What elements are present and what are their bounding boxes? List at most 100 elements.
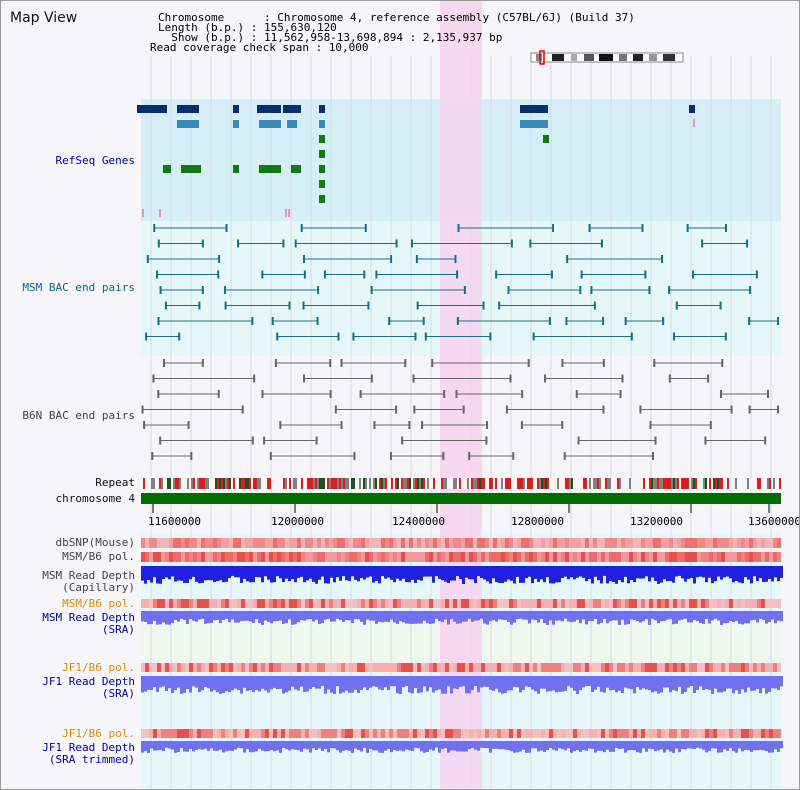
jf1-pol-cell	[521, 663, 525, 672]
jf1-sra-depth-bar	[243, 676, 246, 688]
jf1-trim-depth-bar	[777, 741, 780, 752]
jf1-trim-depth-bar	[315, 741, 318, 750]
msm-sra-depth-bar	[702, 611, 705, 624]
jf1-pol2-cell	[161, 729, 165, 738]
jf1-pol2-cell	[149, 729, 153, 738]
repeat-segment	[633, 478, 635, 489]
ideogram-band	[619, 54, 627, 61]
jf1-trim-depth-bar	[339, 741, 342, 753]
gene-feature	[319, 135, 325, 143]
track-label-msm-depth-cap[interactable]: MSM Read Depth	[42, 569, 135, 582]
jf1-sra-depth-bar	[687, 676, 690, 688]
repeat-segment	[297, 478, 299, 489]
jf1-pol2-cell	[645, 729, 649, 738]
msm-pol2-cell	[325, 599, 329, 608]
msm-depth-bar	[549, 566, 552, 584]
jf1-trim-depth-bar	[585, 741, 588, 751]
msm-pol-cell	[697, 552, 701, 562]
jf1-trim-depth-bar	[555, 741, 558, 751]
msm-sra-depth-bar	[588, 611, 591, 621]
jf1-trim-depth-bar	[408, 741, 411, 751]
track-label-msm-pol-2[interactable]: MSM/B6 pol.	[62, 597, 135, 610]
repeat-segment	[713, 478, 715, 489]
jf1-sra-depth-bar	[456, 676, 459, 690]
repeat-segment	[683, 478, 685, 489]
repeat-segment	[383, 478, 385, 489]
jf1-pol-cell	[261, 663, 265, 672]
b6n-bac-pair-end	[359, 390, 362, 398]
msm-bac-pair-end	[507, 286, 510, 294]
track-label-jf1-pol-1[interactable]: JF1/B6 pol.	[62, 661, 135, 674]
msm-pol2-cell	[501, 599, 505, 608]
jf1-pol-cell	[561, 663, 565, 672]
msm-pol-cell	[561, 552, 565, 562]
msm-depth-bar	[435, 566, 438, 577]
msm-pol2-cell	[741, 599, 745, 608]
repeat-segment	[247, 478, 249, 489]
jf1-sra-depth-bar	[159, 676, 162, 688]
repeat-segment	[635, 478, 637, 489]
track-label-jf1-depth-sra[interactable]: JF1 Read Depth	[42, 675, 135, 688]
msm-bac-pair-end	[201, 286, 204, 294]
track-label-msm-bac[interactable]: MSM BAC end pairs	[22, 281, 135, 294]
dbsnp-cell	[413, 538, 417, 548]
msm-bac-pair-end	[456, 270, 459, 279]
msm-depth-bar	[588, 566, 591, 580]
msm-bac-pair-end	[146, 255, 149, 263]
jf1-trim-depth-bar	[237, 741, 240, 748]
repeat-segment	[437, 478, 439, 489]
repeat-segment	[407, 478, 409, 489]
jf1-pol2-cell	[385, 729, 389, 738]
repeat-segment	[187, 478, 189, 489]
msm-pol2-cell	[749, 599, 753, 608]
track-label-jf1-depth-trim[interactable]: JF1 Read Depth	[42, 741, 135, 754]
msm-pol-cell	[173, 552, 177, 562]
msm-sra-depth-bar	[729, 611, 732, 621]
repeat-segment	[221, 478, 223, 489]
jf1-pol-cell	[653, 663, 657, 672]
jf1-trim-depth-bar	[663, 741, 666, 753]
track-label-jf1-pol-2[interactable]: JF1/B6 pol.	[62, 727, 135, 740]
msm-depth-bar	[666, 566, 669, 582]
repeat-segment	[295, 478, 297, 489]
repeat-segment	[627, 478, 629, 489]
msm-pol-cell	[565, 552, 569, 562]
jf1-trim-depth-bar	[531, 741, 534, 749]
jf1-sra-depth-bar	[429, 676, 432, 688]
msm-depth-bar	[177, 566, 180, 581]
track-label-refseq[interactable]: RefSeq Genes	[55, 154, 135, 167]
msm-bac-pair-end	[590, 286, 593, 294]
msm-sra-depth-bar	[225, 611, 228, 619]
jf1-pol-cell	[185, 663, 189, 672]
jf1-sra-depth-bar	[399, 676, 402, 694]
jf1-sra-depth-bar	[318, 676, 321, 689]
jf1-sra-depth-bar	[690, 676, 693, 687]
jf1-pol-cell	[305, 663, 309, 672]
repeat-segment	[587, 478, 589, 489]
dbsnp-cell	[265, 538, 269, 548]
track-label-b6n-bac[interactable]: B6N BAC end pairs	[22, 409, 135, 422]
repeat-segment	[447, 478, 449, 489]
msm-pol-cell	[653, 552, 657, 562]
msm-sra-depth-bar	[156, 611, 159, 625]
jf1-pol-cell	[665, 663, 669, 672]
repeat-segment	[385, 478, 387, 489]
jf1-sra-depth-bar	[258, 676, 261, 692]
track-label-msm-depth-sra[interactable]: MSM Read Depth	[42, 611, 135, 624]
repeat-segment	[545, 478, 547, 489]
jf1-trim-depth-bar	[681, 741, 684, 750]
msm-depth-bar	[390, 566, 393, 580]
jf1-pol-cell	[221, 663, 225, 672]
jf1-pol2-cell	[725, 729, 729, 738]
msm-sra-depth-bar	[273, 611, 276, 622]
msm-pol2-cell	[641, 599, 645, 608]
jf1-pol-cell	[397, 663, 401, 672]
msm-pol-cell	[297, 552, 301, 562]
track-label-dbsnp[interactable]: dbSNP(Mouse)	[55, 536, 135, 549]
track-label-msm-pol-1[interactable]: MSM/B6 pol.	[62, 550, 135, 563]
msm-bac-pair-end	[673, 332, 676, 341]
msm-pol2-cell	[369, 599, 373, 608]
msm-pol-cell	[677, 552, 681, 562]
jf1-sra-depth-bar	[528, 676, 531, 688]
